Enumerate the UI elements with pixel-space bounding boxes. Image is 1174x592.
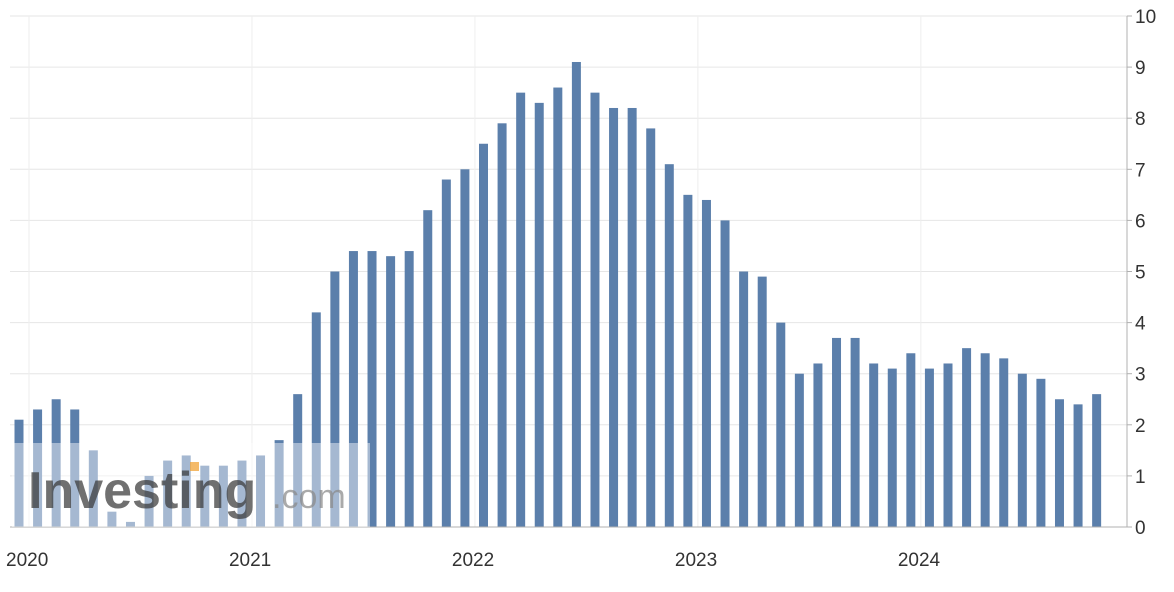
y-tick-label: 7	[1135, 160, 1146, 181]
bar-2024-01	[906, 353, 916, 527]
bar-2023-06	[776, 322, 786, 527]
bar-2021-07	[348, 251, 358, 527]
bar-2024-06	[999, 358, 1009, 527]
bar-2021-08	[367, 251, 377, 527]
watermark-brand-text: Investing	[28, 462, 256, 520]
bar-2020-09	[163, 460, 173, 527]
bar-2022-12	[664, 164, 674, 527]
bar-2020-04	[70, 409, 80, 527]
watermark-suffix-text: .com	[272, 478, 346, 516]
bar-2020-11	[200, 465, 210, 527]
bar-2024-03	[943, 363, 953, 527]
bar-2020-01	[14, 419, 24, 527]
bar-2023-04	[739, 271, 749, 527]
bar-2022-02	[479, 143, 488, 527]
bar-2021-11	[423, 210, 433, 527]
gridlines	[10, 15, 1127, 527]
bar-2020-08	[144, 475, 154, 527]
watermark-backdrop	[12, 443, 370, 527]
bar-2023-10	[850, 337, 860, 527]
bar-2021-02	[256, 455, 266, 527]
bar-2024-02	[924, 368, 934, 527]
bar-2021-03	[274, 440, 284, 527]
x-tick-label: 2020	[6, 550, 48, 571]
y-tick-label: 4	[1135, 314, 1146, 335]
y-tick-label: 6	[1135, 211, 1146, 232]
bar-2020-12	[218, 465, 228, 527]
bar-2022-04	[516, 92, 526, 528]
bar-2023-03	[720, 220, 730, 527]
bar-2024-04	[962, 348, 972, 527]
y-tick-label: 1	[1135, 467, 1146, 488]
bar-2023-08	[813, 363, 823, 527]
y-tick-label: 9	[1135, 58, 1146, 79]
bar-2024-09	[1054, 399, 1064, 527]
x-tick-label: 2023	[675, 550, 717, 571]
bar-2024-10	[1073, 404, 1083, 527]
bar-2022-03	[497, 123, 507, 527]
bar-2020-02	[33, 409, 43, 527]
y-tick-label: 10	[1135, 7, 1156, 28]
bar-series	[14, 61, 1102, 528]
bar-2021-04	[293, 394, 303, 527]
bar-2024-05	[980, 353, 990, 527]
bar-2023-01	[683, 194, 693, 527]
bar-2024-11	[1092, 394, 1102, 527]
bar-2022-05	[534, 102, 544, 528]
bar-2022-08	[590, 92, 600, 528]
bar-2021-10	[404, 251, 414, 527]
bar-2021-06	[330, 271, 340, 527]
bar-2023-11	[869, 363, 879, 527]
y-tick-label: 8	[1135, 109, 1146, 130]
y-tick-label: 3	[1135, 365, 1146, 386]
bar-2021-12	[441, 179, 451, 527]
bar-2024-08	[1036, 378, 1046, 527]
bar-2020-06	[107, 511, 117, 527]
bar-2020-03	[51, 399, 61, 527]
bar-2023-07	[794, 373, 804, 527]
bar-2024-07	[1017, 373, 1027, 527]
bar-2021-09	[386, 256, 396, 527]
y-tick-label: 5	[1135, 263, 1146, 284]
bar-2022-11	[646, 128, 656, 528]
bar-2021-01	[237, 460, 247, 527]
x-tick-label: 2024	[898, 550, 941, 571]
x-axis-ticks: 2020 2021 2022 2023 2024	[6, 550, 941, 571]
bar-2022-09	[609, 107, 619, 527]
bar-2023-05	[757, 276, 767, 527]
bar-2020-07	[125, 521, 135, 527]
watermark-accent-mark	[190, 462, 199, 471]
x-tick-label: 2021	[229, 550, 271, 571]
bar-2023-12	[887, 368, 897, 527]
bar-2022-07	[571, 61, 581, 528]
investing-watermark: Investing .com	[28, 462, 346, 520]
bar-2020-05	[88, 450, 98, 527]
x-tick-label: 2022	[452, 550, 494, 571]
bar-2023-09	[832, 337, 842, 527]
bar-2022-01	[460, 169, 470, 528]
y-tick-label: 0	[1135, 518, 1146, 539]
bar-2022-06	[553, 87, 563, 527]
bar-2020-10	[181, 455, 191, 527]
bar-2023-02	[701, 199, 711, 527]
y-tick-label: 2	[1135, 416, 1146, 437]
bar-2022-10	[627, 107, 637, 527]
y-axis-ticks: 0 1 2 3 4 5 6 7 8 9 10	[1127, 7, 1156, 539]
bar-2021-05	[311, 312, 321, 527]
